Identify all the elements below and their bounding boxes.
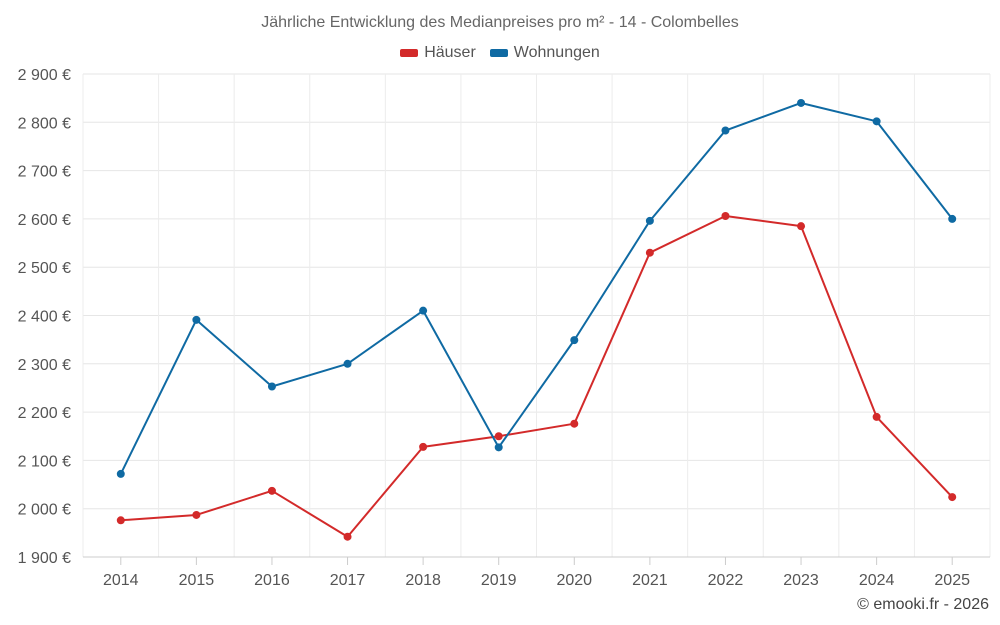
chart-series bbox=[116, 98, 957, 541]
footer-credit: © emooki.fr - 2026 bbox=[857, 596, 989, 613]
data-point-wohnungen-2015[interactable] bbox=[192, 315, 201, 324]
y-tick-label: 2 500 € bbox=[18, 260, 71, 277]
x-axis-labels: 2014 2015 2016 2017 2018 2019 2020 2021 2022 2023… bbox=[103, 572, 970, 589]
y-tick-label: 1 900 € bbox=[18, 550, 71, 567]
data-point-wohnungen-2021[interactable] bbox=[645, 216, 654, 225]
x-tick-label: 2022 bbox=[708, 572, 744, 589]
x-tick-label: 2019 bbox=[481, 572, 517, 589]
x-tick-label: 2024 bbox=[859, 572, 895, 589]
data-point-wohnungen-2018[interactable] bbox=[419, 306, 428, 315]
x-tick-label: 2021 bbox=[632, 572, 668, 589]
data-point-wohnungen-2025[interactable] bbox=[948, 214, 957, 223]
y-axis-labels: 1 900 € 2 000 € 2 100 € 2 200 € 2 300 € 2 400… bbox=[18, 67, 71, 567]
x-tick-label: 2015 bbox=[179, 572, 215, 589]
data-point-haeuser-2018[interactable] bbox=[419, 442, 428, 451]
series-line-haeuser bbox=[120, 215, 953, 538]
data-point-haeuser-2014[interactable] bbox=[116, 516, 125, 525]
data-point-haeuser-2021[interactable] bbox=[645, 248, 654, 257]
x-tick-label: 2025 bbox=[934, 572, 970, 589]
data-point-haeuser-2016[interactable] bbox=[267, 486, 276, 495]
legend-label-haeuser: Häuser bbox=[424, 44, 476, 61]
chart-legend: Häuser Wohnungen bbox=[0, 44, 1000, 62]
data-point-wohnungen-2024[interactable] bbox=[872, 117, 881, 126]
data-point-wohnungen-2019[interactable] bbox=[494, 443, 503, 452]
x-tick-label: 2016 bbox=[254, 572, 290, 589]
legend-label-wohnungen: Wohnungen bbox=[513, 44, 600, 61]
y-tick-label: 2 400 € bbox=[18, 309, 71, 326]
legend-item-haeuser[interactable]: Häuser bbox=[400, 44, 476, 62]
data-point-haeuser-2023[interactable] bbox=[797, 222, 806, 231]
y-tick-label: 2 200 € bbox=[18, 405, 71, 422]
chart-axes bbox=[83, 556, 990, 565]
y-tick-label: 2 100 € bbox=[18, 453, 71, 470]
data-point-haeuser-2024[interactable] bbox=[872, 412, 881, 421]
data-point-wohnungen-2023[interactable] bbox=[797, 98, 806, 107]
legend-swatch-wohnungen bbox=[489, 49, 508, 57]
data-point-haeuser-2015[interactable] bbox=[192, 510, 201, 519]
y-tick-label: 2 600 € bbox=[18, 212, 71, 229]
y-tick-label: 2 300 € bbox=[18, 357, 71, 374]
x-tick-label: 2018 bbox=[405, 572, 441, 589]
x-tick-label: 2014 bbox=[103, 572, 139, 589]
data-point-haeuser-2025[interactable] bbox=[948, 493, 957, 502]
data-point-haeuser-2017[interactable] bbox=[343, 532, 352, 541]
x-tick-label: 2020 bbox=[556, 572, 592, 589]
y-tick-label: 2 900 € bbox=[18, 67, 71, 84]
data-point-wohnungen-2017[interactable] bbox=[343, 359, 352, 368]
data-point-haeuser-2020[interactable] bbox=[570, 419, 579, 428]
data-point-wohnungen-2022[interactable] bbox=[721, 126, 730, 135]
legend-item-wohnungen[interactable]: Wohnungen bbox=[489, 44, 600, 62]
y-tick-label: 2 700 € bbox=[18, 164, 71, 181]
y-tick-label: 2 000 € bbox=[18, 502, 71, 519]
data-point-wohnungen-2016[interactable] bbox=[267, 382, 276, 391]
x-tick-label: 2017 bbox=[330, 572, 366, 589]
data-point-haeuser-2019[interactable] bbox=[494, 432, 503, 441]
series-line-wohnungen bbox=[119, 101, 953, 475]
chart-grid bbox=[82, 73, 991, 558]
chart-title: Jährliche Entwicklung des Medianpreises … bbox=[261, 14, 739, 31]
data-point-wohnungen-2014[interactable] bbox=[116, 469, 125, 478]
legend-swatch-haeuser bbox=[400, 49, 419, 57]
data-point-wohnungen-2020[interactable] bbox=[570, 336, 579, 345]
x-tick-label: 2023 bbox=[783, 572, 819, 589]
data-point-haeuser-2022[interactable] bbox=[721, 212, 730, 221]
y-tick-label: 2 800 € bbox=[18, 115, 71, 132]
